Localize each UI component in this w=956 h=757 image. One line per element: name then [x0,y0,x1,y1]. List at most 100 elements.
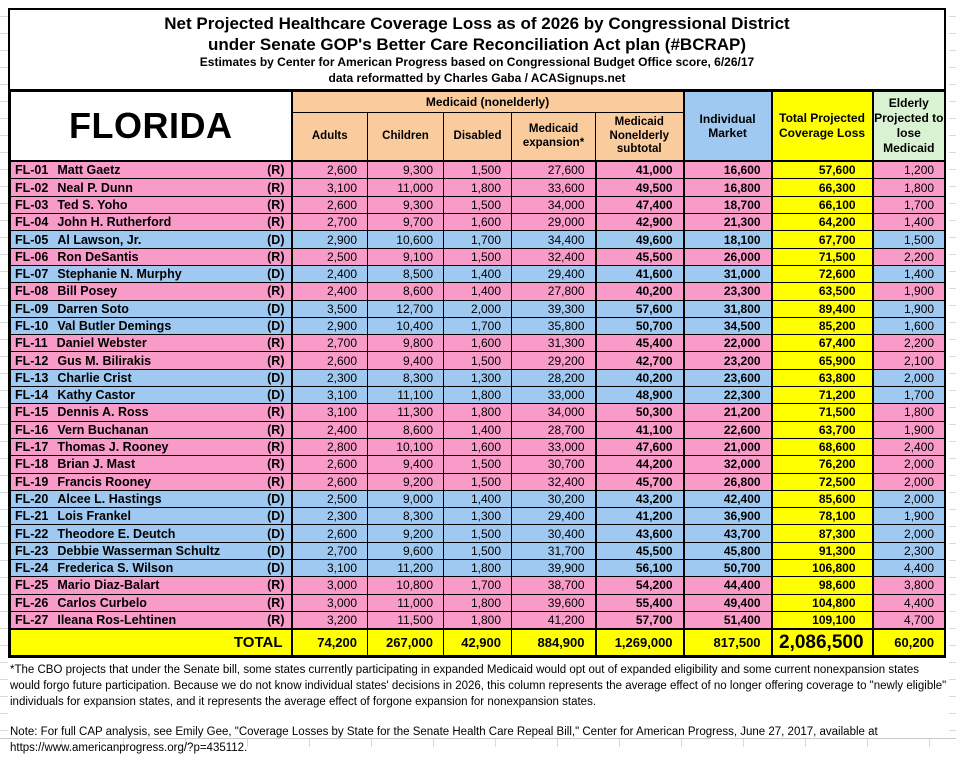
party-label: (R) [267,595,285,610]
district-row: FL-20 Alcee L. Hastings (D) 2,500 9,000 … [10,489,946,509]
expansion-cell: 33,000 [511,386,596,405]
col-header-children: Children [367,112,444,163]
party-label: (D) [267,301,285,316]
district-name-cell: FL-26 Carlos Curbelo (R) [10,593,293,612]
individual-market-cell: 50,700 [682,559,773,578]
individual-market-cell: 21,200 [682,403,773,422]
adults-cell: 3,100 [291,386,368,405]
district-id: FL-14 [15,388,49,403]
total-loss-cell: 72,500 [770,472,874,491]
party-label: (R) [267,163,285,178]
medicaid-subtotal-cell: 54,200 [594,576,685,595]
party-label: (D) [267,561,285,576]
expansion-cell: 30,700 [511,455,596,474]
disabled-cell: 1,500 [443,524,512,543]
data-table: FLORIDA Medicaid (nonelderly) Individual… [10,91,946,657]
party-label: (R) [267,405,285,420]
individual-market-cell: 23,300 [682,282,773,301]
district-name-cell: FL-20 Alcee L. Hastings (D) [10,489,293,509]
district-name-cell: FL-10 Val Butler Demings (D) [10,316,293,336]
district-id: FL-13 [15,370,49,385]
elderly-cell: 4,400 [871,593,946,612]
total-loss-cell: 89,400 [770,299,874,318]
disabled-cell: 1,800 [443,593,512,612]
representative-name: Kathy Castor [57,388,136,403]
medicaid-subtotal-cell: 45,700 [594,472,685,491]
district-id: FL-05 [15,232,49,247]
party-label: (D) [267,388,285,403]
party-label: (D) [267,526,285,541]
children-cell: 10,100 [367,437,444,457]
district-name-cell: FL-03 Ted S. Yoho (R) [10,195,293,215]
total-elderly-cell: 60,200 [871,628,946,657]
district-name-cell: FL-27 Ileana Ros-Lehtinen (R) [10,610,293,630]
expansion-cell: 30,200 [511,489,596,509]
representative-name: Ted S. Yoho [57,197,128,212]
children-cell: 9,200 [367,472,444,491]
children-cell: 8,600 [367,420,444,439]
total-loss-cell: 109,100 [770,610,874,630]
district-id: FL-03 [15,197,49,212]
total-disabled-cell: 42,900 [443,628,512,657]
party-label: (R) [267,440,285,455]
disabled-cell: 1,400 [443,420,512,439]
representative-name: Theodore E. Deutch [57,526,176,541]
elderly-cell: 4,400 [871,559,946,578]
elderly-cell: 1,700 [871,195,946,215]
medicaid-subtotal-cell: 57,600 [594,299,685,318]
district-name-cell: FL-13 Charlie Crist (D) [10,368,293,388]
elderly-cell: 2,000 [871,455,946,474]
district-name-cell: FL-04 John H. Rutherford (R) [10,213,293,232]
col-header-total-projected-loss: Total Projected Coverage Loss [770,91,874,163]
adults-cell: 2,300 [291,368,368,388]
district-row: FL-22 Theodore E. Deutch (D) 2,600 9,200… [10,524,946,543]
total-loss-cell: 71,500 [770,247,874,266]
representative-name: Bill Posey [57,284,118,299]
elderly-cell: 1,600 [871,316,946,336]
medicaid-subtotal-cell: 49,500 [594,178,685,197]
title-block: Net Projected Healthcare Coverage Loss a… [10,10,944,92]
adults-cell: 3,100 [291,559,368,578]
representative-name: Stephanie N. Murphy [57,267,182,282]
district-row: FL-06 Ron DeSantis (R) 2,500 9,100 1,500… [10,247,946,266]
elderly-cell: 2,300 [871,541,946,561]
adults-cell: 2,600 [291,195,368,215]
total-medicaid-subtotal-cell: 1,269,000 [594,628,685,657]
disabled-cell: 1,800 [443,610,512,630]
total-loss-cell: 64,200 [770,213,874,232]
disabled-cell: 1,400 [443,264,512,284]
party-label: (D) [267,267,285,282]
sheet-gridlines-left [0,0,8,738]
spreadsheet-region: Net Projected Healthcare Coverage Loss a… [8,8,946,757]
district-id: FL-22 [15,526,49,541]
representative-name: Lois Frankel [57,509,131,524]
elderly-cell: 1,700 [871,386,946,405]
district-id: FL-04 [15,215,49,230]
party-label: (R) [267,474,285,489]
elderly-cell: 1,900 [871,299,946,318]
children-cell: 11,000 [367,178,444,197]
individual-market-cell: 22,600 [682,420,773,439]
total-loss-cell: 87,300 [770,524,874,543]
party-label: (D) [267,232,285,247]
district-row: FL-24 Frederica S. Wilson (D) 3,100 11,2… [10,559,946,578]
district-row: FL-23 Debbie Wasserman Schultz (D) 2,700… [10,541,946,561]
district-id: FL-01 [15,163,49,178]
children-cell: 11,500 [367,610,444,630]
elderly-cell: 4,700 [871,610,946,630]
adults-cell: 2,600 [291,524,368,543]
district-id: FL-10 [15,319,49,333]
district-name-cell: FL-14 Kathy Castor (D) [10,386,293,405]
table-header: FLORIDA Medicaid (nonelderly) Individual… [10,91,946,163]
adults-cell: 2,700 [291,541,368,561]
total-loss-cell: 63,800 [770,368,874,388]
district-row: FL-01 Matt Gaetz (R) 2,600 9,300 1,500 2… [10,160,946,180]
state-label: FLORIDA [10,91,293,163]
elderly-cell: 3,800 [871,576,946,595]
medicaid-subtotal-cell: 48,900 [594,386,685,405]
col-header-medicaid-expansion: Medicaid expansion* [511,112,596,163]
children-cell: 8,300 [367,507,444,526]
total-label: TOTAL [10,628,293,657]
adults-cell: 3,200 [291,610,368,630]
district-row: FL-02 Neal P. Dunn (R) 3,100 11,000 1,80… [10,178,946,197]
